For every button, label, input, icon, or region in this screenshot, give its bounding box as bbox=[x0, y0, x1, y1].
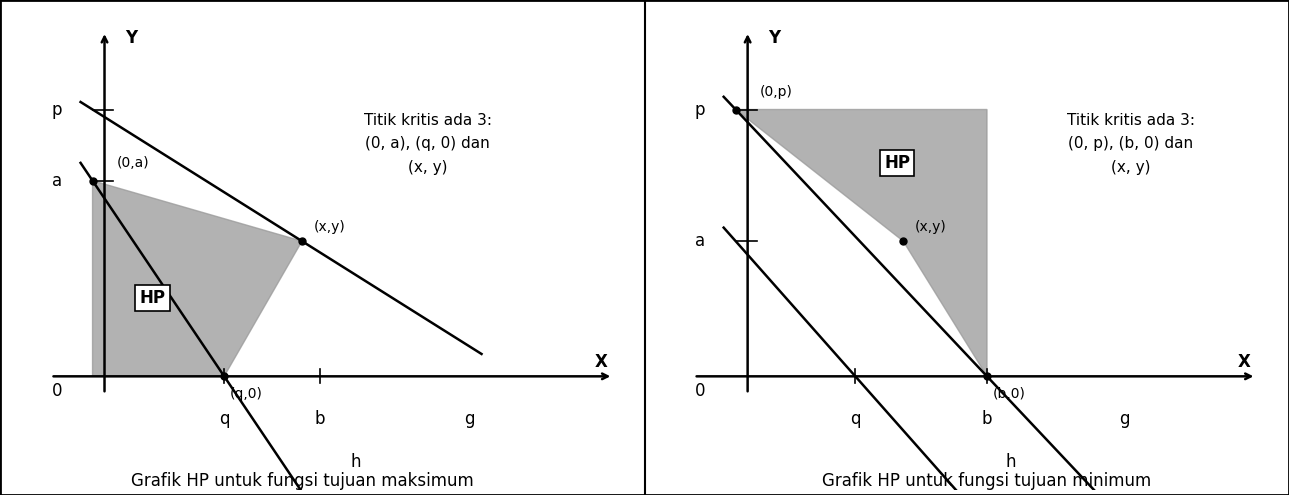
Text: g: g bbox=[1119, 410, 1130, 428]
Text: (b,0): (b,0) bbox=[993, 387, 1026, 401]
Text: Y: Y bbox=[768, 29, 781, 48]
Text: 0: 0 bbox=[695, 382, 705, 399]
Text: (0,p): (0,p) bbox=[759, 85, 793, 99]
Text: h: h bbox=[1005, 453, 1016, 471]
Text: Y: Y bbox=[125, 29, 138, 48]
Text: b: b bbox=[982, 410, 993, 428]
Text: X: X bbox=[1237, 353, 1250, 371]
Text: p: p bbox=[695, 100, 705, 118]
Text: HP: HP bbox=[884, 154, 910, 172]
Text: h: h bbox=[351, 453, 361, 471]
Text: (x,y): (x,y) bbox=[915, 220, 947, 234]
Text: (0,a): (0,a) bbox=[116, 156, 150, 170]
Text: Grafik HP untuk fungsi tujuan maksimum: Grafik HP untuk fungsi tujuan maksimum bbox=[130, 472, 473, 490]
Text: b: b bbox=[315, 410, 325, 428]
Text: Titik kritis ada 3:
(0, a), (q, 0) dan
(x, y): Titik kritis ada 3: (0, a), (q, 0) dan (… bbox=[363, 113, 491, 175]
Text: 0: 0 bbox=[52, 382, 62, 399]
Text: Grafik HP untuk fungsi tujuan minimum: Grafik HP untuk fungsi tujuan minimum bbox=[822, 472, 1151, 490]
Text: a: a bbox=[52, 172, 62, 190]
Text: p: p bbox=[52, 100, 62, 118]
Text: q: q bbox=[219, 410, 229, 428]
Text: g: g bbox=[464, 410, 474, 428]
Polygon shape bbox=[736, 109, 987, 376]
Polygon shape bbox=[93, 181, 302, 376]
Text: (q,0): (q,0) bbox=[231, 387, 263, 401]
Text: q: q bbox=[849, 410, 861, 428]
Text: X: X bbox=[594, 353, 607, 371]
Text: Titik kritis ada 3:
(0, p), (b, 0) dan
(x, y): Titik kritis ada 3: (0, p), (b, 0) dan (… bbox=[1066, 113, 1195, 175]
Text: a: a bbox=[695, 232, 705, 250]
Text: HP: HP bbox=[139, 289, 165, 307]
Text: (x,y): (x,y) bbox=[315, 220, 345, 234]
